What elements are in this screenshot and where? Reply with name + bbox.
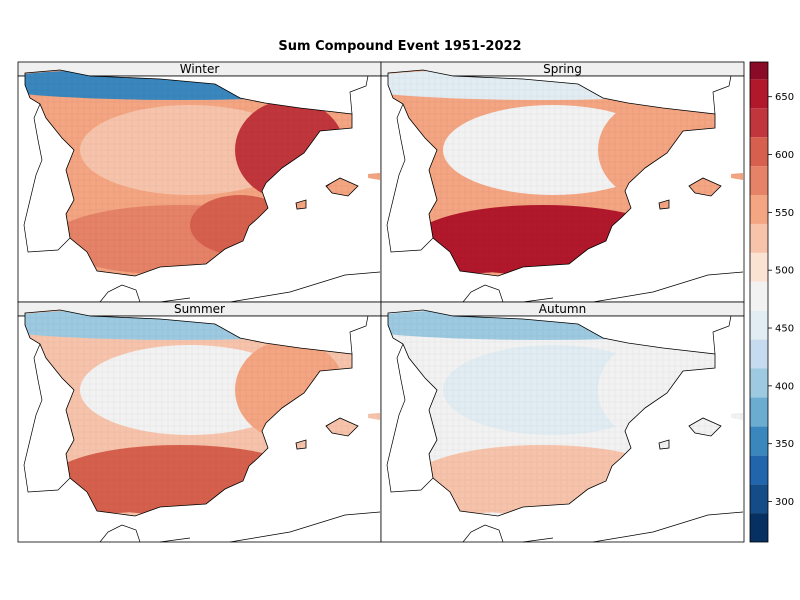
coastline-france [349,75,369,115]
colorbar-bin [750,368,768,398]
panel-label: Autumn [539,302,586,316]
coastline-balearic [295,177,359,210]
colorbar-bin [750,455,768,485]
coastline-france [712,75,732,115]
panel-label: Summer [174,302,225,316]
coastline-balearic [295,417,359,450]
coastline-iberia [387,69,716,277]
coastline-balearic [658,177,722,210]
coastline-portugal [386,343,434,493]
colorbar-bin [750,339,768,369]
coastline-portugal [386,103,434,253]
panel-summer: Summer [17,301,382,543]
colorbar-tick-label: 400 [775,381,794,392]
colorbar-bin [750,513,768,542]
figure-title: Sum Compound Event 1951-2022 [278,39,521,54]
coastline-iberia [24,309,353,517]
colorbar-tick-label: 550 [775,208,794,219]
coastline-france [712,315,732,355]
colorbar-bin [750,195,768,224]
colorbar-tick-label: 450 [775,324,794,335]
colorbar-bin [750,166,768,196]
colorbar-bin [750,79,768,109]
colorbar-tick-label: 350 [775,439,794,450]
coastline-portugal [23,103,71,253]
colorbar-bin [750,281,768,311]
colorbar-bin [750,252,768,282]
coastline-africa [462,511,744,543]
panel-label: Spring [543,62,582,76]
panel-autumn: Autumn [380,301,745,543]
coastline-france [349,315,369,355]
coastline-balearic [658,417,722,450]
panel-spring: Spring [380,61,745,303]
colorbar-frame [749,61,769,543]
colorbar: 300 350 400 450 500 550 600 650 [749,61,794,543]
colorbar-bin [750,62,768,80]
colorbar-tick-label: 650 [775,92,794,103]
colorbar-tick-label: 500 [775,266,794,277]
coastline-iberia [387,309,716,517]
coastline-iberia [24,69,353,277]
colorbar-bin [750,426,768,456]
coastline-africa [99,271,381,303]
coastline-africa [99,511,381,543]
panel-label: Winter [180,62,220,76]
colorbar-bin [750,484,768,514]
colorbar-bin [750,397,768,427]
colorbar-bin [750,108,768,138]
panel-winter: Winter [17,61,382,303]
colorbar-tick-label: 600 [775,150,794,161]
colorbar-bin [750,223,768,253]
colorbar-tick-label: 300 [775,497,794,508]
coastline-portugal [23,343,71,493]
colorbar-bin [750,310,768,340]
colorbar-bin [750,137,768,167]
coastline-africa [462,271,744,303]
